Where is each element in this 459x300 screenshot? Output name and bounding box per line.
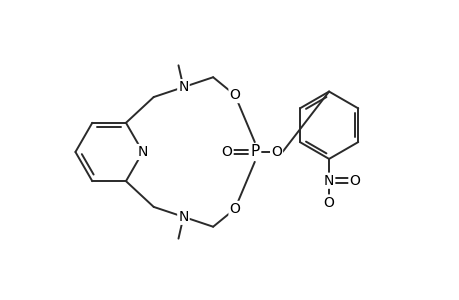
Text: P: P [250,145,259,160]
Text: O: O [270,145,281,159]
Text: N: N [178,210,188,224]
Text: O: O [349,174,359,188]
Text: N: N [323,174,334,188]
Text: O: O [323,196,334,209]
Text: N: N [137,145,148,159]
Text: O: O [221,145,232,159]
Text: O: O [229,202,240,216]
Text: O: O [229,88,240,102]
Text: N: N [178,80,188,94]
